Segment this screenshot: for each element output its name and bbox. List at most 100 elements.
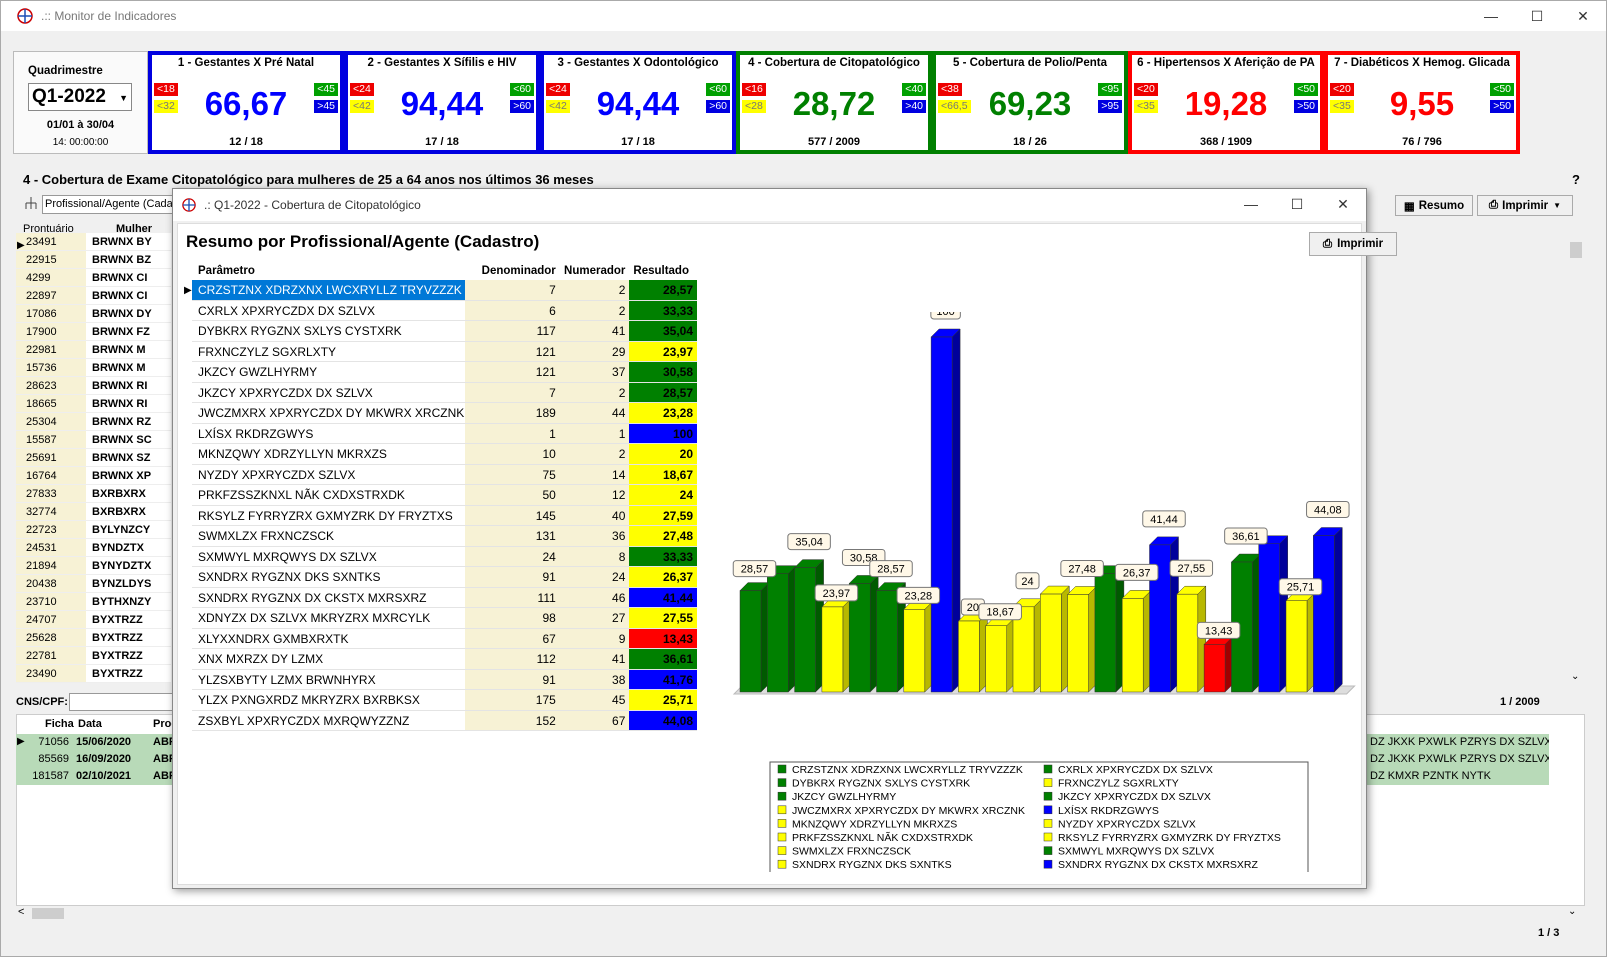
summary-row[interactable]: SWMXLZX FRXNCZSCK 131 36 27,48 [192, 526, 697, 547]
horizontal-scrollbar[interactable]: < [16, 906, 1569, 921]
summary-row[interactable]: PRKFZSSZKNXL NÃK CXDXSTRXDK 50 12 24 [192, 485, 697, 506]
table-row[interactable]: 15736 BRWNX M [16, 359, 171, 377]
maximize-button[interactable]: ☐ [1530, 7, 1544, 24]
summary-row[interactable]: JKZCY XPXRYCZDX DX SZLVX 7 2 28,57 [192, 382, 697, 403]
table-row[interactable]: 24707 BYXTRZZ [16, 611, 171, 629]
table-row[interactable]: 22723 BYLYNZCY [16, 521, 171, 539]
vertical-scrollbar[interactable]: ⌄ [1568, 234, 1584, 682]
bar[interactable] [1012, 598, 1043, 693]
bar[interactable] [1176, 585, 1207, 693]
bar[interactable] [766, 565, 797, 693]
table-row[interactable]: 23490 BYXTRZZ [16, 665, 171, 683]
indicator-card-6[interactable]: 6 - Hipertensos X Aferição de PA <20 <35 <5… [1128, 51, 1324, 154]
summary-row[interactable]: XNX MXRZX DY LZMX 112 41 36,61 [192, 649, 697, 670]
table-row[interactable]: 22981 BRWNX M [16, 341, 171, 359]
summary-row[interactable]: LXÍSX RKDRZGWYS 1 1 100 [192, 423, 697, 444]
minimize-button[interactable]: — [1484, 8, 1498, 24]
imprimir-dropdown-button[interactable]: ⎙ Imprimir ▼ [1477, 195, 1573, 216]
bar[interactable] [821, 598, 852, 693]
bar[interactable] [903, 600, 934, 693]
indicator-card-1[interactable]: 1 - Gestantes X Pré Natal <18 <32 <45 >45 66,… [148, 51, 344, 154]
bar[interactable] [875, 581, 907, 693]
col-ficha[interactable]: Ficha [45, 718, 74, 730]
col-parametro[interactable]: Parâmetro [198, 265, 255, 277]
scroll-left-icon[interactable]: < [18, 906, 25, 918]
indicator-card-2[interactable]: 2 - Gestantes X Sífilis e HIV <24 <42 <60 >6… [344, 51, 540, 154]
table-row[interactable]: 21894 BYNYDZTX [16, 557, 171, 575]
scrollbar-thumb[interactable] [32, 908, 64, 919]
table-row[interactable]: 71056 15/06/2020 ABP [16, 734, 176, 751]
table-row[interactable]: 20438 BYNZLDYS [16, 575, 171, 593]
col-numerador[interactable]: Numerador [564, 265, 626, 277]
table-row[interactable]: 15587 BRWNX SC [16, 431, 171, 449]
minimize-button[interactable]: — [1244, 196, 1258, 212]
table-row[interactable]: 181587 02/10/2021 ABP [16, 768, 176, 785]
help-icon[interactable]: ? [1572, 172, 1580, 187]
bar[interactable] [1094, 565, 1125, 693]
bar[interactable] [1258, 535, 1289, 693]
col-prontuario[interactable]: Prontuário [23, 223, 74, 235]
bar[interactable] [793, 559, 825, 693]
bar[interactable] [848, 574, 879, 693]
table-row[interactable]: 25628 BYXTRZZ [16, 629, 171, 647]
table-row[interactable]: 27833 BXRBXRX [16, 485, 171, 503]
col-resultado[interactable]: Resultado [633, 265, 689, 277]
quadrimestre-select[interactable]: Q1-2022 ▼ [28, 83, 132, 111]
table-row[interactable]: 24531 BYNDZTX [16, 539, 171, 557]
table-row[interactable]: 28623 BRWNX RI [16, 377, 171, 395]
indicator-card-3[interactable]: 3 - Gestantes X Odontológico <24 <42 <60 >60… [540, 51, 736, 154]
bar[interactable] [1039, 585, 1070, 693]
scroll-down-icon[interactable]: ⌄ [1571, 671, 1580, 682]
summary-row[interactable]: MKNZQWY XDRZYLLYN MKRXZS 10 2 20 [192, 444, 697, 465]
table-row[interactable]: 85569 16/09/2020 ABP [16, 751, 176, 768]
summary-row[interactable]: XLYXXNDRX GXMBXRXTK 67 9 13,43 [192, 628, 697, 649]
bar[interactable] [1203, 635, 1234, 693]
resumo-button[interactable]: ▦ Resumo [1395, 195, 1473, 216]
summary-row[interactable]: ZSXBYL XPXRYCZDX MXRQWYZZNZ 152 67 44,08 [192, 710, 697, 731]
summary-row[interactable]: SXNDRX RYGZNX DX CKSTX MXRSXRZ 111 46 41,44 [192, 587, 697, 608]
summary-row[interactable]: CXRLX XPXRYCZDX DX SZLVX 6 2 33,33 [192, 300, 697, 321]
bar[interactable] [957, 612, 989, 693]
indicator-card-7[interactable]: 7 - Diabéticos X Hemog. Glicada <20 <35 <50… [1324, 51, 1520, 154]
bar[interactable] [739, 581, 770, 693]
summary-row[interactable]: JWCZMXRX XPXRYCZDX DY MKWRX XRCZNK 189 44 2… [192, 403, 697, 424]
scrollbar-thumb[interactable] [1570, 242, 1582, 258]
filter-field[interactable]: Profissional/Agente (Cadas [42, 195, 176, 214]
summary-row[interactable]: FRXNCZYLZ SGXRLXTY 121 29 23,97 [192, 341, 697, 362]
bar[interactable] [1312, 526, 1343, 693]
summary-row[interactable]: SXMWYL MXRQWYS DX SZLVX 24 8 33,33 [192, 546, 697, 567]
summary-row[interactable]: DYBKRX RYGZNX SXLYS CYSTXRK 117 41 35,04 [192, 321, 697, 342]
close-button[interactable]: ✕ [1337, 195, 1349, 212]
bar[interactable] [985, 617, 1016, 693]
bar[interactable] [1121, 589, 1152, 693]
table-row[interactable]: 17086 BRWNX DY [16, 305, 171, 323]
table-row[interactable]: 25304 BRWNX RZ [16, 413, 171, 431]
table-row[interactable]: 32774 BXRBXRX [16, 503, 171, 521]
scroll-down-icon[interactable]: ⌄ [1568, 906, 1577, 917]
maximize-button[interactable]: ☐ [1290, 195, 1304, 212]
table-row[interactable]: 22897 BRWNX CI [16, 287, 171, 305]
close-button[interactable]: ✕ [1577, 7, 1589, 24]
bar[interactable] [930, 328, 961, 693]
summary-row[interactable]: NYZDY XPXRYCZDX SZLVX 75 14 18,67 [192, 464, 697, 485]
summary-row[interactable]: XDNYZX DX SZLVX MKRYZRX MXRCYLK 98 27 27,55 [192, 608, 697, 629]
table-row[interactable]: 22781 BYXTRZZ [16, 647, 171, 665]
indicator-card-5[interactable]: 5 - Cobertura de Polio/Penta <38 <66,5 <95 >… [932, 51, 1128, 154]
table-row[interactable]: 23710 BYTHXNZY [16, 593, 171, 611]
dialog-print-button[interactable]: ⎙ Imprimir [1309, 232, 1397, 256]
table-row[interactable]: 17900 BRWNX FZ [16, 323, 171, 341]
table-row[interactable]: 22915 BRWNX BZ [16, 251, 171, 269]
col-mulher[interactable]: Mulher [116, 223, 153, 235]
bar[interactable] [1230, 553, 1262, 693]
table-row[interactable]: 25691 BRWNX SZ [16, 449, 171, 467]
bar[interactable] [1066, 585, 1098, 693]
cns-input[interactable] [69, 693, 174, 711]
summary-row[interactable]: YLZX PXNGXRDZ MKRYZRX BXRBKSX 175 45 25,71 [192, 690, 697, 711]
table-row[interactable]: 23491 BRWNX BY [16, 233, 171, 251]
summary-row[interactable]: SXNDRX RYGZNX DKS SXNTKS 91 24 26,37 [192, 567, 697, 588]
summary-row[interactable]: YLZSXBYTY LZMX BRWNHYRX 91 38 41,76 [192, 669, 697, 690]
summary-row[interactable]: JKZCY GWZLHYRMY 121 37 30,58 [192, 362, 697, 383]
col-proc[interactable]: Proc [153, 718, 178, 730]
summary-row[interactable]: RKSYLZ FYRRYZRX GXMYZRK DY FRYZTXS 145 40 2… [192, 505, 697, 526]
indicator-card-4[interactable]: 4 - Cobertura de Citopatológico <16 <28 <40… [736, 51, 932, 154]
